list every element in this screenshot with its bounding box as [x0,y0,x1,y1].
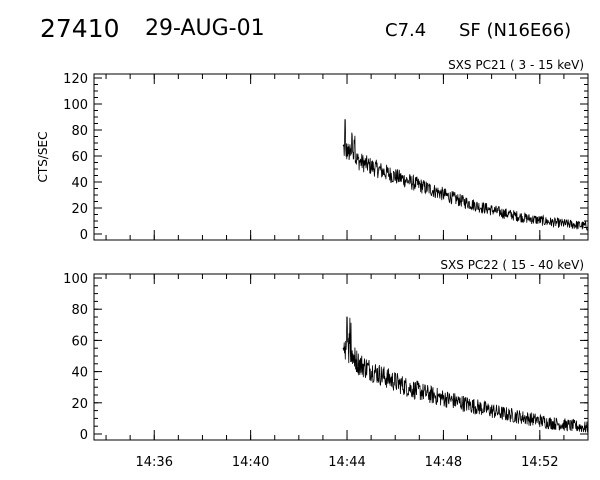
y-tick-label: 20 [71,202,88,217]
y-tick-label: 40 [71,176,88,191]
y-axis-label: CTS/SEC [36,132,50,183]
y-tick-label: 80 [71,124,88,139]
x-tick-label: 14:36 [136,455,173,470]
y-tick-label: 60 [71,150,88,165]
x-tick-label: 14:44 [328,455,365,470]
event-date: 29-AUG-01 [145,16,265,41]
lightcurve-series [342,119,589,231]
flare-class: C7.4 [385,20,427,41]
x-tick-label: 14:52 [521,455,558,470]
y-tick-label: 80 [71,303,88,318]
panel-pc22: SXS PC22 ( 15 - 40 keV) 0 20 40 60 80 100 14:36… [63,258,589,470]
lightcurve-series [342,316,589,433]
plot-frame [93,273,589,441]
y-tick-label: 0 [80,428,88,443]
panel-title: SXS PC22 ( 15 - 40 keV) [440,258,584,272]
y-tick-label: 100 [63,272,88,287]
y-tick-label: 120 [63,72,88,87]
y-tick-label: 60 [71,334,88,349]
x-tick-label: 14:40 [232,455,269,470]
event-id: 27410 [40,14,120,43]
flare-location: SF (N16E66) [459,20,572,41]
x-tick-label: 14:48 [425,455,462,470]
y-tick-label: 20 [71,397,88,412]
plot-frame [93,73,589,241]
panel-title: SXS PC21 ( 3 - 15 keV) [448,58,584,72]
y-tick-label: 0 [80,228,88,243]
panel-pc21: SXS PC21 ( 3 - 15 keV) 0 20 40 60 80 100 120 CTS… [36,58,589,243]
y-tick-label: 40 [71,366,88,381]
y-tick-label: 100 [63,98,88,113]
